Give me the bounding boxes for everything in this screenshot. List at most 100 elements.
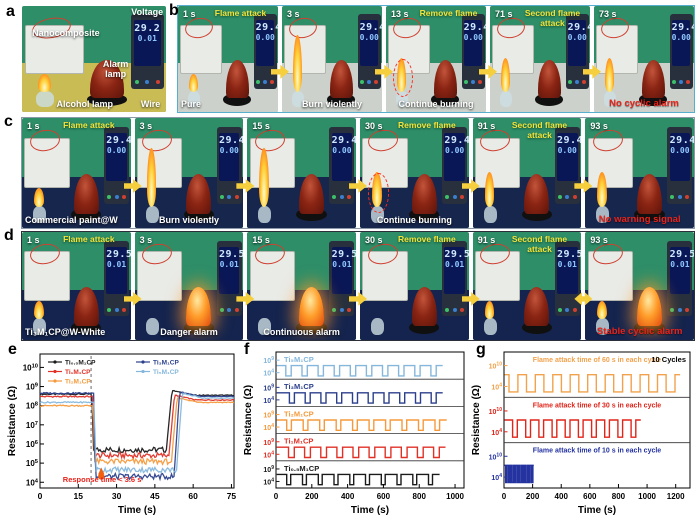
voltage-meter: 29.40.00	[253, 14, 278, 89]
frame-event-label: Remove flame	[419, 8, 478, 18]
frame-event-label: Flame attack	[63, 120, 115, 130]
meter-knob	[360, 80, 365, 85]
voltage-meter: 29.5 0.01	[104, 240, 131, 317]
sample-name-label: Pure	[181, 99, 202, 109]
meter-voltage-value: 29.4	[567, 22, 590, 34]
band-label: Ti₅M₁CP	[284, 355, 314, 364]
meter-knobs	[219, 195, 239, 200]
power-supply-box	[362, 251, 408, 301]
band-label: Ti₁M₁CP	[284, 437, 313, 446]
flame	[33, 188, 44, 208]
flame	[484, 301, 495, 320]
meter-knob	[347, 307, 352, 312]
frame-timestamp: 30 s	[365, 121, 383, 131]
photo-scene: 29.5 0.01	[22, 232, 131, 340]
x-tick-label: 600	[377, 492, 391, 501]
frame-timestamp: 71 s	[495, 9, 513, 19]
plot-frame	[39, 353, 235, 489]
frame-timestamp: 3 s	[139, 235, 153, 245]
meter-voltage-value: 29.5	[218, 248, 244, 260]
meter-voltage-value: 29.4	[556, 135, 582, 146]
frame-timestamp: 13 s	[391, 9, 409, 19]
meter-voltage-value: 29.2	[134, 23, 161, 35]
meter-knob	[672, 80, 677, 85]
meter-knob	[568, 80, 573, 85]
photo-frame: 29.4 0.00 93 s No warning signal	[585, 118, 695, 228]
frame-event-label: Second flame attack	[524, 8, 581, 28]
x-tick-label: 1200	[667, 492, 685, 501]
meter-knob	[256, 80, 261, 85]
meter-knob	[445, 195, 450, 200]
photo-scene: 29.40.00	[386, 6, 486, 112]
alcohol-lamp	[145, 318, 159, 335]
meter-current-value: 0.01	[670, 259, 690, 269]
y-axis-title: Resistance (Ω)	[471, 385, 482, 455]
meter-knob	[107, 195, 112, 200]
series-line-4	[39, 392, 235, 475]
legend-label: Ti₅M₁CP	[153, 369, 179, 376]
frame-timestamp: 1 s	[183, 9, 196, 19]
flame	[605, 57, 614, 92]
meter-knob	[685, 80, 690, 85]
x-tick-label: 1000	[446, 492, 464, 501]
meter-knobs	[107, 307, 127, 312]
meter-knobs	[464, 80, 482, 85]
meter-voltage-value: 29.4	[671, 22, 694, 34]
frame-timestamp: 93 s	[590, 235, 608, 245]
voltage-meter: 29.40.00	[461, 14, 486, 89]
meter-knob	[227, 195, 232, 200]
alcohol-lamp	[32, 206, 46, 223]
photo-frame: 29.40.00 13 s Remove flame Continue burning	[386, 6, 497, 112]
y-tick-label: 104	[263, 396, 274, 405]
meter-screen: 29.2 0.01	[133, 20, 161, 67]
burning-highlight-circle	[393, 59, 413, 98]
label-nanocomposite: Nanocomposite	[32, 28, 100, 39]
power-supply-box	[587, 137, 633, 189]
meter-voltage-value: 29.5	[331, 248, 357, 260]
band-wave-2	[276, 419, 447, 431]
photo-frame: 29.4 0.00 91 s Second flame attack	[472, 118, 593, 228]
meter-knob	[122, 307, 127, 312]
y-tick-label: 105	[26, 459, 39, 468]
meter-current-value: 0.00	[671, 33, 691, 43]
x-tick-label: 60	[188, 491, 198, 501]
photo-frame: 29.5 0.01 30 s Remove flame	[360, 232, 480, 340]
y-tick-label: 1010	[489, 362, 503, 371]
photo-scene: 29.5 0.01	[134, 232, 244, 340]
meter-current-value: 0.00	[255, 33, 275, 43]
x-tick-label: 0	[502, 492, 507, 501]
y-tick-label: 104	[263, 450, 274, 459]
alcohol-lamp	[483, 206, 497, 223]
y-tick-label: 104	[491, 473, 502, 482]
photo-frame: 29.5 0.01 15 s Continuous alarm	[247, 232, 368, 340]
y-tick-label: 106	[26, 440, 38, 449]
legend-marker	[53, 379, 57, 383]
legend-label: Ti₃M₁CP	[153, 360, 179, 367]
band-wave-3	[276, 446, 446, 459]
meter-current-value: 0.00	[219, 146, 239, 155]
power-supply-box	[492, 25, 534, 74]
chart-g-svg: 1010 104 Flame attack time of 60 s in each…	[471, 351, 691, 516]
frame-event-label: Flame attack	[214, 8, 267, 18]
flame	[484, 171, 495, 208]
frame-timestamp: 91 s	[477, 235, 496, 245]
power-supply-box	[24, 251, 70, 301]
y-tick-label: 109	[26, 383, 38, 392]
response-time-annotation: Response time < 3.6 s	[63, 475, 142, 484]
meter-screen: 29.40.00	[255, 20, 278, 67]
y-tick-label: 108	[26, 402, 39, 411]
power-supply-box	[474, 137, 521, 189]
meter-knob	[471, 80, 475, 85]
voltage-meter: 29.2 0.01	[130, 14, 164, 89]
band-wave-0	[276, 364, 443, 377]
